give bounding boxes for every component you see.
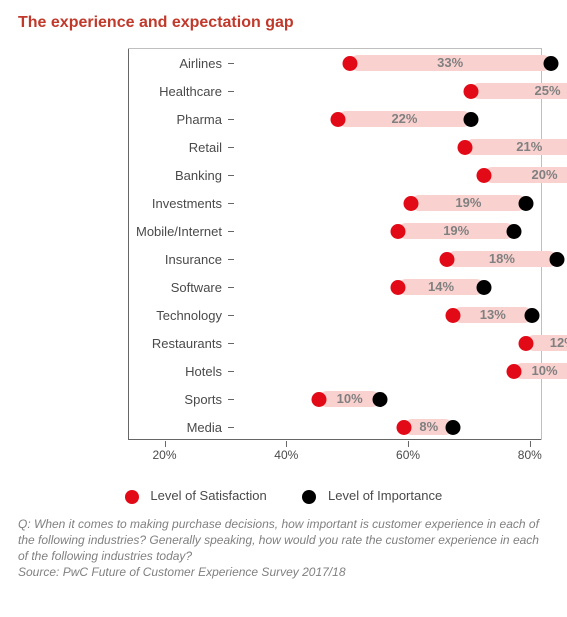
chart-row: Sports10% (234, 399, 541, 400)
chart-row: Banking20% (234, 175, 541, 176)
gap-percentage: 10% (337, 391, 363, 406)
chart-title: The experience and expectation gap (18, 14, 549, 32)
satisfaction-dot-icon (476, 168, 491, 183)
chart-row: Software14% (234, 287, 541, 288)
gap-percentage: 13% (480, 307, 506, 322)
gap-percentage: 12% (550, 335, 567, 350)
y-tick (228, 315, 234, 316)
row-label: Mobile/Internet (136, 224, 222, 239)
satisfaction-dot-icon (519, 336, 534, 351)
satisfaction-dot-icon (458, 140, 473, 155)
satisfaction-dot-icon (397, 420, 412, 435)
chart-row: Restaurants12% (234, 343, 541, 344)
satisfaction-dot-icon (446, 308, 461, 323)
chart-row: Technology13% (234, 315, 541, 316)
footnote-question: Q: When it comes to making purchase deci… (18, 516, 549, 565)
legend-importance-label: Level of Importance (328, 488, 442, 503)
satisfaction-dot-icon (403, 196, 418, 211)
satisfaction-dot-icon (391, 224, 406, 239)
gap-percentage: 21% (516, 139, 542, 154)
chart-row: Investments19% (234, 203, 541, 204)
importance-dot-icon (519, 196, 534, 211)
chart-row: Airlines33% (234, 63, 541, 64)
row-label: Investments (152, 196, 222, 211)
row-label: Software (171, 280, 222, 295)
importance-dot-icon (549, 252, 564, 267)
row-label: Airlines (179, 56, 222, 71)
chart-row: Insurance18% (234, 259, 541, 260)
y-tick (228, 343, 234, 344)
x-tick: 20% (153, 448, 177, 462)
row-label: Banking (175, 168, 222, 183)
satisfaction-dot-icon (440, 252, 455, 267)
row-label: Pharma (176, 112, 222, 127)
chart-row: Hotels10% (234, 371, 541, 372)
importance-dot-icon (476, 280, 491, 295)
chart-row: Mobile/Internet19% (234, 231, 541, 232)
satisfaction-dot-icon (464, 84, 479, 99)
row-label: Insurance (165, 252, 222, 267)
importance-dot-icon (464, 112, 479, 127)
importance-dot-icon (525, 308, 540, 323)
x-tick: 80% (518, 448, 542, 462)
satisfaction-dot-icon (330, 112, 345, 127)
gap-percentage: 33% (437, 55, 463, 70)
y-tick (228, 371, 234, 372)
gap-chart: 20%40%60%80%Airlines33%Healthcare25%Phar… (22, 48, 542, 486)
legend-importance: Level of Importance (302, 488, 442, 504)
y-tick (228, 175, 234, 176)
gap-percentage: 10% (531, 363, 557, 378)
y-tick (228, 427, 234, 428)
satisfaction-dot-icon (507, 364, 522, 379)
row-label: Retail (189, 140, 222, 155)
row-label: Media (187, 420, 222, 435)
satisfaction-dot-icon (391, 280, 406, 295)
chart-legend: Level of Satisfaction Level of Importanc… (18, 488, 549, 504)
gap-percentage: 8% (419, 419, 438, 434)
footnote-source: Source: PwC Future of Customer Experienc… (18, 564, 549, 580)
x-axis-line (128, 439, 541, 440)
legend-dot-satisfaction-icon (125, 490, 139, 504)
gap-percentage: 18% (489, 251, 515, 266)
importance-dot-icon (507, 224, 522, 239)
legend-satisfaction: Level of Satisfaction (125, 488, 267, 504)
row-label: Hotels (185, 364, 222, 379)
chart-row: Media8% (234, 427, 541, 428)
y-tick (228, 259, 234, 260)
y-tick (228, 399, 234, 400)
x-tick: 60% (396, 448, 420, 462)
y-tick (228, 119, 234, 120)
y-tick (228, 203, 234, 204)
satisfaction-dot-icon (342, 56, 357, 71)
gap-percentage: 19% (455, 195, 481, 210)
satisfaction-dot-icon (312, 392, 327, 407)
plot-area: 20%40%60%80%Airlines33%Healthcare25%Phar… (128, 48, 542, 440)
importance-dot-icon (543, 56, 558, 71)
gap-percentage: 22% (391, 111, 417, 126)
chart-row: Retail21% (234, 147, 541, 148)
importance-dot-icon (373, 392, 388, 407)
row-label: Healthcare (159, 84, 222, 99)
chart-row: Pharma22% (234, 119, 541, 120)
legend-satisfaction-label: Level of Satisfaction (150, 488, 266, 503)
gap-percentage: 25% (535, 83, 561, 98)
row-label: Technology (156, 308, 222, 323)
row-label: Restaurants (152, 336, 222, 351)
y-tick (228, 287, 234, 288)
x-tick: 40% (274, 448, 298, 462)
y-tick (228, 147, 234, 148)
y-tick (228, 63, 234, 64)
legend-dot-importance-icon (302, 490, 316, 504)
chart-row: Healthcare25% (234, 91, 541, 92)
gap-percentage: 14% (428, 279, 454, 294)
gap-percentage: 20% (531, 167, 557, 182)
importance-dot-icon (446, 420, 461, 435)
footnote: Q: When it comes to making purchase deci… (18, 516, 549, 581)
gap-percentage: 19% (443, 223, 469, 238)
row-label: Sports (184, 392, 222, 407)
y-tick (228, 231, 234, 232)
y-tick (228, 91, 234, 92)
